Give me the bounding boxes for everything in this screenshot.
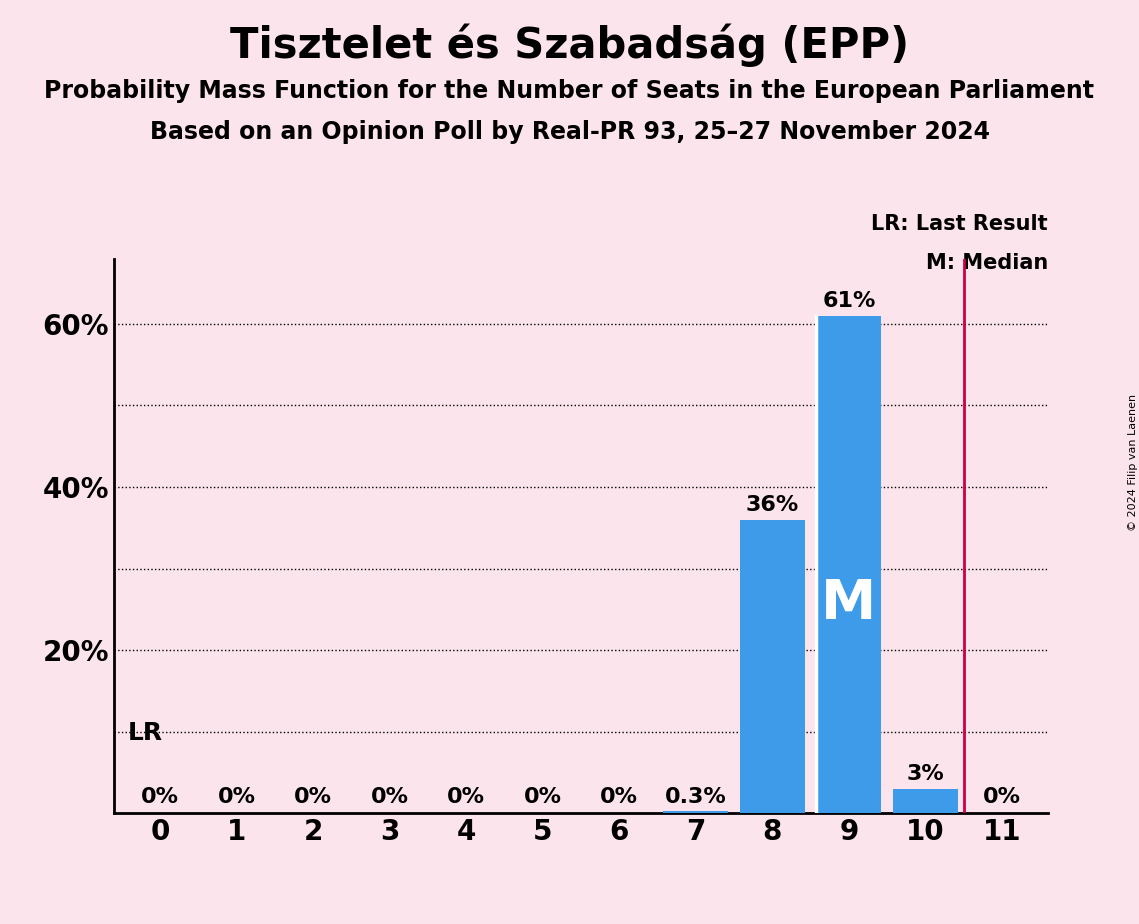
Text: M: Median: M: Median bbox=[926, 253, 1048, 274]
Text: 36%: 36% bbox=[746, 494, 798, 515]
Text: LR: Last Result: LR: Last Result bbox=[871, 214, 1048, 235]
Text: 0%: 0% bbox=[600, 786, 638, 807]
Text: Based on an Opinion Poll by Real-PR 93, 25–27 November 2024: Based on an Opinion Poll by Real-PR 93, … bbox=[149, 120, 990, 144]
Text: Probability Mass Function for the Number of Seats in the European Parliament: Probability Mass Function for the Number… bbox=[44, 79, 1095, 103]
Text: 0%: 0% bbox=[524, 786, 562, 807]
Bar bbox=[663, 810, 728, 813]
Text: 0%: 0% bbox=[370, 786, 409, 807]
Text: 0%: 0% bbox=[446, 786, 485, 807]
Text: 0%: 0% bbox=[218, 786, 255, 807]
Text: Tisztelet és Szabadság (EPP): Tisztelet és Szabadság (EPP) bbox=[230, 23, 909, 67]
Bar bbox=[739, 519, 805, 813]
Text: 0%: 0% bbox=[141, 786, 179, 807]
Text: LR: LR bbox=[128, 722, 163, 746]
Bar bbox=[893, 789, 958, 813]
Text: 0%: 0% bbox=[983, 786, 1021, 807]
Bar bbox=[817, 316, 882, 813]
Text: 0%: 0% bbox=[294, 786, 331, 807]
Text: M: M bbox=[821, 578, 876, 631]
Text: 61%: 61% bbox=[822, 291, 876, 310]
Text: © 2024 Filip van Laenen: © 2024 Filip van Laenen bbox=[1129, 394, 1138, 530]
Text: 3%: 3% bbox=[907, 764, 944, 784]
Text: 0.3%: 0.3% bbox=[665, 787, 727, 808]
